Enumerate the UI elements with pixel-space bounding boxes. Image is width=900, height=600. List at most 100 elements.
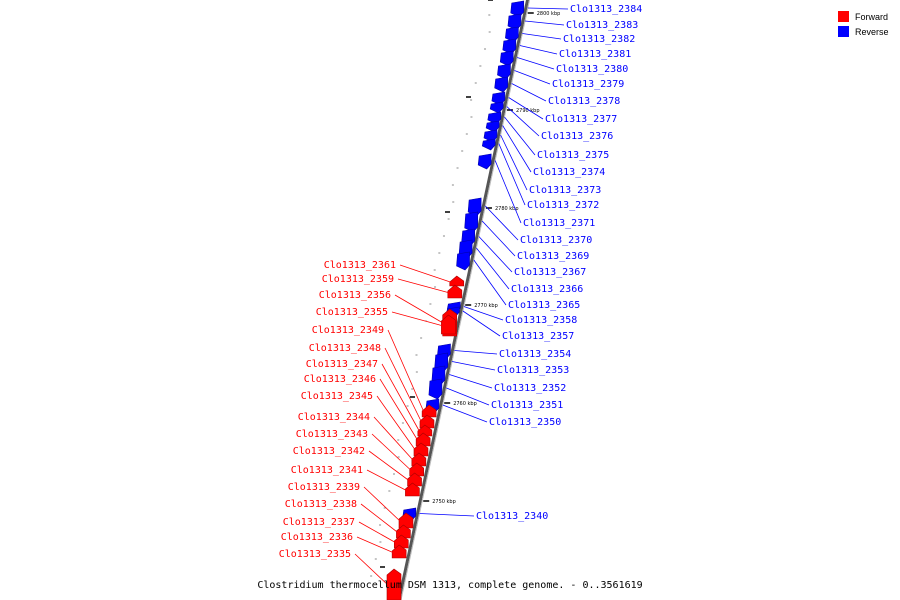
forward-gene-arrow[interactable] [407,472,422,487]
forward-gene-arrow[interactable] [411,452,427,467]
forward-gene-arrow[interactable] [413,442,429,457]
reverse-gene-leader [504,116,536,156]
forward-gene-leader [391,311,444,327]
forward-gene-leader [376,395,417,452]
forward-gene-label[interactable]: Clo1313_2339 [288,482,360,493]
forward-gene-label[interactable]: Clo1313_2356 [319,290,391,301]
forward-gene-arrow[interactable] [386,568,402,600]
reverse-gene-label[interactable]: Clo1313_2376 [541,131,613,142]
legend: Forward Reverse [838,9,889,39]
forward-gene-arrow[interactable] [415,432,431,447]
reverse-gene-label[interactable]: Clo1313_2371 [523,218,595,229]
reverse-gene-leader [485,205,519,241]
forward-gene-label[interactable]: Clo1313_2349 [312,325,384,336]
reverse-gene-arrow[interactable] [467,197,482,217]
kbp-tick-label: 2770 kbp [474,303,498,309]
reverse-gene-leader [419,513,475,517]
reverse-gene-leader [452,361,496,371]
reverse-gene-arrow[interactable] [464,211,478,233]
reverse-gene-label[interactable]: Clo1313_2369 [517,251,589,262]
reverse-gene-arrow[interactable] [477,153,492,170]
reverse-gene-label[interactable]: Clo1313_2351 [491,400,563,411]
forward-gene-label[interactable]: Clo1313_2361 [324,260,396,271]
forward-gene-arrow[interactable] [447,284,463,299]
legend-item-reverse[interactable]: Reverse [838,24,889,39]
reverse-gene-label[interactable]: Clo1313_2374 [533,167,605,178]
reverse-gene-arrow[interactable] [502,38,517,55]
forward-gene-arrow[interactable] [409,462,425,477]
forward-gene-label[interactable]: Clo1313_2336 [281,532,353,543]
reverse-gene-label[interactable]: Clo1313_2377 [545,114,617,125]
forward-gene-arrow[interactable] [417,424,433,437]
reverse-gene-arrow[interactable] [481,138,496,151]
forward-gene-label[interactable]: Clo1313_2342 [293,446,365,457]
forward-gene-leader [360,503,399,534]
reverse-gene-label[interactable]: Clo1313_2352 [494,383,566,394]
reverse-gene-label[interactable]: Clo1313_2380 [556,64,628,75]
reverse-gene-label[interactable]: Clo1313_2350 [489,417,561,428]
reverse-gene-label[interactable]: Clo1313_2383 [566,20,638,31]
reverse-gene-label[interactable]: Clo1313_2384 [570,4,642,15]
forward-gene-label[interactable]: Clo1313_2359 [322,274,394,285]
reverse-gene-leader [517,57,555,70]
reverse-gene-leader [500,134,528,191]
reverse-gene-leader [463,306,504,321]
reverse-gene-arrow[interactable] [494,76,508,93]
reverse-gene-leader [506,106,540,137]
reverse-gene-arrow[interactable] [499,50,514,67]
forward-gene-arrow[interactable] [391,544,407,559]
forward-gene-label[interactable]: Clo1313_2335 [279,549,351,560]
reverse-gene-arrow[interactable] [456,251,470,271]
legend-forward-label: Forward [855,11,889,22]
reverse-gene-label[interactable]: Clo1313_2381 [559,49,631,60]
reverse-gene-label[interactable]: Clo1313_2357 [502,331,574,342]
reverse-gene-label[interactable]: Clo1313_2353 [497,365,569,376]
forward-gene-arrow[interactable] [405,482,420,497]
forward-gene-label[interactable]: Clo1313_2338 [285,499,357,510]
forward-gene-label[interactable]: Clo1313_2343 [296,429,368,440]
reverse-gene-label[interactable]: Clo1313_2375 [537,150,609,161]
legend-item-forward[interactable]: Forward [838,9,889,24]
forward-gene-label[interactable]: Clo1313_2348 [309,343,381,354]
reverse-gene-label[interactable]: Clo1313_2372 [527,200,599,211]
forward-gene-label[interactable]: Clo1313_2355 [316,307,388,318]
reverse-gene-label[interactable]: Clo1313_2378 [548,96,620,107]
forward-gene-label[interactable]: Clo1313_2346 [304,374,376,385]
forward-gene-label[interactable]: Clo1313_2337 [283,517,355,528]
forward-gene-arrow[interactable] [421,404,437,418]
forward-gene-arrow[interactable] [449,275,465,287]
forward-gene-arrow[interactable] [396,524,411,539]
forward-gene-arrow[interactable] [393,534,409,549]
reverse-gene-label[interactable]: Clo1313_2340 [476,511,548,522]
reverse-gene-leader [449,374,493,389]
reverse-gene-label[interactable]: Clo1313_2365 [508,300,580,311]
forward-gene-label[interactable]: Clo1313_2344 [298,412,370,423]
reverse-gene-arrow[interactable] [507,13,522,31]
reverse-gene-label[interactable]: Clo1313_2354 [499,349,571,360]
forward-gene-label[interactable]: Clo1313_2341 [291,465,363,476]
reverse-gene-label[interactable]: Clo1313_2370 [520,235,592,246]
reverse-gene-label[interactable]: Clo1313_2382 [563,34,635,45]
reverse-gene-label[interactable]: Clo1313_2366 [511,284,583,295]
reverse-gene-leader [446,387,490,406]
forward-gene-arrow[interactable] [398,512,414,529]
forward-gene-leader [394,294,445,325]
reverse-gene-label[interactable]: Clo1313_2358 [505,315,577,326]
reverse-gene-leader [481,220,516,257]
reverse-gene-label[interactable]: Clo1313_2379 [552,79,624,90]
forward-gene-arrow[interactable] [419,414,435,429]
forward-gene-label[interactable]: Clo1313_2345 [301,391,373,402]
reverse-gene-arrow[interactable] [505,26,519,43]
reverse-gene-label[interactable]: Clo1313_2367 [514,267,586,278]
forward-gene-arrow[interactable] [441,314,456,335]
reverse-gene-label[interactable]: Clo1313_2373 [529,185,601,196]
reverse-gene-arrow[interactable] [489,101,504,114]
reverse-gene-arrow[interactable] [485,120,500,133]
kbp-ticks: 2800 kbp 2790 kbp 2780 kbp 2770 kbp 2760 kbp… [423,11,560,505]
forward-gene-leader [363,486,402,523]
kbp-tick-label: 2800 kbp [537,11,561,17]
forward-gene-label[interactable]: Clo1313_2347 [306,359,378,370]
reverse-gene-arrow[interactable] [428,378,443,400]
reverse-gene-arrow[interactable] [510,0,525,18]
reverse-gene-arrow[interactable] [497,63,511,80]
